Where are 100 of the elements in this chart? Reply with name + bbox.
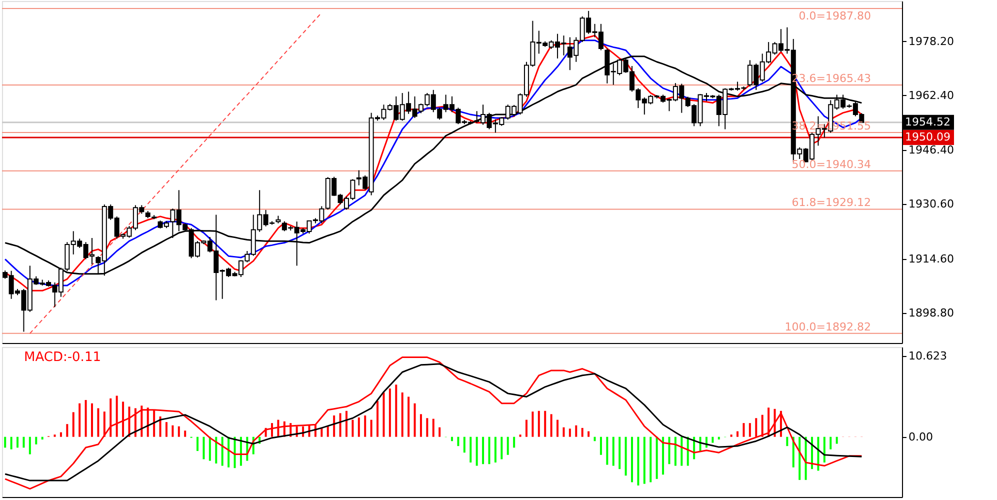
bar [41,436,44,440]
bar [786,436,788,446]
bar [159,416,162,437]
bar [568,428,571,437]
bar [370,420,372,437]
bar [172,425,174,437]
bar [66,424,68,437]
bar [215,436,218,464]
bar [575,425,578,437]
bar [22,436,25,448]
bar [202,436,205,460]
bar [544,410,546,437]
bar [624,436,627,476]
bar [581,428,584,437]
bar [333,415,336,437]
ref-line-label: 100.0=1892.82 [784,320,871,334]
bar [798,436,801,480]
bar [196,436,199,452]
bar [35,436,38,444]
bar [4,436,6,448]
bar [116,396,118,437]
bar [712,436,714,443]
ref-line-label: 1950.09 [905,130,950,144]
y-tick-label: 1946.40 [908,144,954,157]
bar [326,426,329,437]
bar [103,412,106,437]
bar [122,402,124,437]
bar [650,436,652,482]
bar [184,430,186,437]
bar [401,392,404,437]
bar [271,423,273,437]
bar [588,431,590,437]
bar [612,436,614,466]
bar [488,436,490,464]
bar [153,410,156,437]
bar [78,403,81,437]
bar [221,436,224,466]
bar [28,436,31,454]
bar [470,436,472,463]
bar [376,400,379,437]
bar [836,436,838,444]
bar [16,436,19,448]
bar [165,422,168,437]
bar [457,436,460,446]
bar [72,412,74,437]
bar [420,414,422,437]
bar [618,436,621,470]
bar [60,432,62,437]
annotation: MACD:-0.11 [24,350,101,365]
bar [395,384,398,437]
bar [178,426,180,437]
bar [408,396,410,437]
y-tick-label: 10.623 [908,349,947,362]
bar [494,436,496,463]
bar [600,436,602,455]
bar [364,415,366,437]
bar [761,414,764,437]
bar [513,436,516,448]
y-tick-label: 1978.20 [908,34,954,48]
ref-line-label: 0.0=1987.80 [798,10,871,23]
y-tick-label: 1914.60 [908,252,954,266]
bar [718,436,720,440]
bar [550,414,552,437]
y-tick-label: 1930.60 [908,198,954,211]
bar [426,418,428,437]
bar [208,436,211,461]
bar [84,400,87,437]
bar [352,420,354,437]
bar [823,436,826,463]
y-tick-label: 0.00 [908,430,933,444]
bar [538,410,540,437]
bar [339,413,342,437]
bar [830,436,832,450]
bar [631,436,633,482]
ref-line-label: 61.8=1929.12 [792,196,871,210]
bar [532,412,534,437]
bar [500,436,503,460]
bar [755,418,758,437]
bar [482,436,484,464]
bar [388,388,391,437]
bar [140,406,143,437]
bar [606,436,608,465]
bar [91,403,93,437]
bar [594,436,596,442]
bar [656,436,658,479]
bar [146,408,149,437]
bar [463,436,466,453]
bar [680,436,683,466]
bar [742,423,745,437]
line-series [29,12,322,334]
bar [506,436,509,455]
ref-line-label: 50.0=1940.34 [792,158,871,171]
bar [432,418,434,437]
bar [476,436,478,466]
bar [345,410,348,437]
bar [637,436,640,486]
bar [562,427,565,437]
bar [97,408,100,437]
bar [556,420,559,437]
bar [643,436,646,484]
